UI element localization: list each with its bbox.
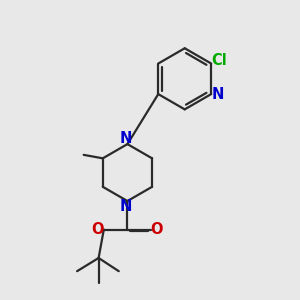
Text: N: N bbox=[211, 87, 224, 102]
Text: O: O bbox=[151, 222, 163, 237]
Text: Cl: Cl bbox=[211, 52, 227, 68]
Text: N: N bbox=[119, 131, 132, 146]
Text: N: N bbox=[119, 199, 132, 214]
Text: O: O bbox=[92, 222, 104, 237]
